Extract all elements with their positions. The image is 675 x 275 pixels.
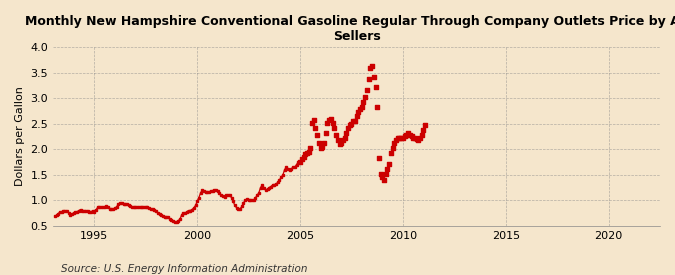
Point bbox=[306, 120, 317, 125]
Point bbox=[310, 125, 321, 130]
Point bbox=[302, 151, 313, 155]
Point bbox=[334, 142, 345, 146]
Point bbox=[370, 85, 381, 89]
Point bbox=[392, 136, 403, 140]
Title: Monthly New Hampshire Conventional Gasoline Regular Through Company Outlets Pric: Monthly New Hampshire Conventional Gasol… bbox=[25, 15, 675, 43]
Point bbox=[344, 122, 355, 127]
Point bbox=[303, 150, 314, 154]
Point bbox=[381, 172, 392, 176]
Point bbox=[350, 119, 360, 123]
Point bbox=[385, 151, 396, 155]
Point bbox=[408, 136, 418, 140]
Point bbox=[335, 141, 346, 145]
Point bbox=[406, 134, 417, 139]
Point bbox=[312, 133, 323, 137]
Point bbox=[298, 155, 309, 159]
Point bbox=[300, 152, 310, 156]
Point bbox=[414, 136, 425, 140]
Point bbox=[296, 157, 307, 162]
Point bbox=[391, 138, 402, 142]
Point bbox=[315, 146, 326, 150]
Point bbox=[332, 138, 343, 142]
Point bbox=[413, 138, 424, 142]
Point bbox=[317, 144, 327, 149]
Point bbox=[411, 137, 422, 141]
Point bbox=[331, 133, 342, 137]
Point bbox=[389, 141, 400, 145]
Point bbox=[387, 146, 398, 150]
Point bbox=[354, 107, 365, 112]
Point bbox=[363, 76, 374, 81]
Point bbox=[356, 105, 367, 109]
Point bbox=[379, 178, 389, 182]
Point bbox=[373, 156, 384, 161]
Y-axis label: Dollars per Gallon: Dollars per Gallon bbox=[15, 86, 25, 186]
Point bbox=[396, 136, 406, 140]
Point bbox=[319, 141, 329, 145]
Point bbox=[305, 146, 316, 150]
Point bbox=[418, 128, 429, 132]
Point bbox=[365, 66, 376, 71]
Point bbox=[377, 175, 387, 180]
Point bbox=[346, 122, 357, 126]
Point bbox=[399, 134, 410, 139]
Point bbox=[383, 161, 394, 166]
Point bbox=[325, 116, 336, 121]
Point bbox=[308, 117, 319, 122]
Point bbox=[358, 100, 369, 104]
Point bbox=[420, 122, 431, 127]
Point bbox=[369, 75, 379, 79]
Point bbox=[375, 172, 386, 176]
Point bbox=[353, 110, 364, 115]
Point bbox=[372, 105, 383, 109]
Point bbox=[382, 166, 393, 171]
Point bbox=[416, 133, 427, 137]
Point bbox=[402, 131, 413, 135]
Point bbox=[367, 64, 377, 68]
Point bbox=[327, 120, 338, 125]
Point bbox=[410, 136, 421, 140]
Point bbox=[338, 138, 348, 142]
Point bbox=[314, 141, 325, 145]
Point bbox=[340, 136, 350, 140]
Point bbox=[329, 125, 340, 130]
Point bbox=[401, 133, 412, 137]
Point bbox=[351, 114, 362, 118]
Text: Source: U.S. Energy Information Administration: Source: U.S. Energy Information Administ… bbox=[61, 264, 307, 274]
Point bbox=[342, 125, 353, 130]
Point bbox=[394, 136, 405, 140]
Point bbox=[321, 131, 331, 135]
Point bbox=[404, 133, 415, 137]
Point bbox=[360, 95, 371, 99]
Point bbox=[341, 131, 352, 135]
Point bbox=[324, 117, 335, 122]
Point bbox=[348, 119, 358, 123]
Point bbox=[362, 88, 373, 93]
Point bbox=[294, 160, 305, 164]
Point bbox=[398, 136, 408, 140]
Point bbox=[322, 120, 333, 125]
